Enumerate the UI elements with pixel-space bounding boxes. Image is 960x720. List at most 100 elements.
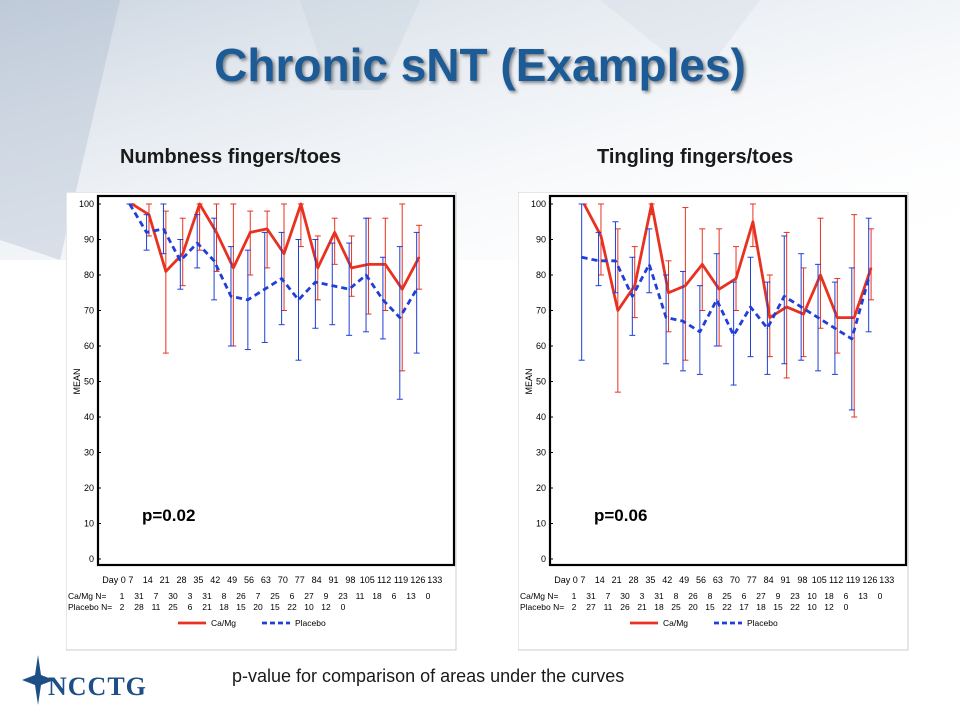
- data-point: [331, 284, 334, 287]
- x-tick-label: 49: [227, 575, 237, 585]
- n-table-cell: 2: [572, 602, 577, 612]
- data-point: [215, 231, 218, 234]
- n-table-cell: 6: [742, 591, 747, 601]
- data-point: [614, 260, 617, 262]
- data-point: [415, 288, 418, 290]
- n-table-cell: 18: [654, 602, 664, 612]
- data-point: [749, 306, 752, 308]
- n-table-cell: 12: [824, 602, 834, 612]
- y-tick-label: 80: [536, 270, 546, 280]
- data-point: [316, 267, 319, 269]
- data-point: [198, 203, 201, 205]
- n-table-cell: 3: [640, 591, 645, 601]
- n-table-cell: 9: [776, 591, 781, 601]
- x-tick-label: 14: [595, 575, 605, 585]
- data-point: [802, 313, 805, 315]
- n-table-cell: 31: [654, 591, 664, 601]
- plot-frame: [548, 194, 908, 567]
- y-tick-label: 50: [536, 377, 546, 387]
- legend-placebo-label: Placebo: [747, 618, 778, 628]
- x-tick-label: 63: [713, 575, 723, 585]
- data-point: [752, 220, 754, 223]
- data-point: [247, 299, 249, 301]
- x-tick-label: 21: [160, 575, 170, 585]
- data-point: [367, 263, 370, 266]
- data-point: [665, 316, 667, 319]
- data-point: [768, 316, 771, 319]
- data-point: [597, 260, 600, 262]
- y-axis-label: MEAN: [524, 368, 534, 394]
- chart-2-title: Tingling fingers/toes: [597, 146, 794, 168]
- x-tick-label: 35: [645, 575, 655, 585]
- n-table-cell: 11: [356, 591, 365, 601]
- x-tick-label: 42: [662, 575, 672, 585]
- data-point: [817, 316, 819, 319]
- data-point: [348, 288, 350, 290]
- n-table-cell: 0: [844, 602, 849, 612]
- n-table-cell: 22: [287, 602, 297, 612]
- data-point: [249, 231, 252, 234]
- n-table-cell: 8: [222, 591, 227, 601]
- y-tick-label: 70: [84, 306, 94, 316]
- n-table-cell: 10: [304, 602, 314, 612]
- n-table-cell: 23: [338, 591, 348, 601]
- x-tick-label: 84: [764, 575, 774, 585]
- n-table-cell: 15: [773, 602, 783, 612]
- data-point: [867, 277, 870, 280]
- data-point: [851, 338, 853, 340]
- n-table-cell: 18: [372, 591, 382, 601]
- data-point: [648, 263, 651, 266]
- x-tick-label: 56: [696, 575, 706, 585]
- data-point: [732, 334, 735, 337]
- n-table-cell: 26: [236, 591, 246, 601]
- n-table-cell: 17: [739, 602, 749, 612]
- x-tick-label: 35: [193, 575, 203, 585]
- y-tick-label: 10: [536, 519, 546, 529]
- n-table-cell: 31: [134, 591, 144, 601]
- data-point: [399, 316, 401, 319]
- x-tick-label: 28: [629, 575, 639, 585]
- n-table-cell: 18: [219, 602, 229, 612]
- n-table-cell: 6: [844, 591, 849, 601]
- y-tick-label: 70: [536, 306, 546, 316]
- data-point: [735, 277, 737, 280]
- data-point: [617, 309, 619, 312]
- n-table-cell: 23: [790, 591, 800, 601]
- y-axis-label: MEAN: [72, 368, 82, 394]
- n-table-cell: 6: [290, 591, 295, 601]
- y-tick-label: 90: [84, 235, 94, 245]
- data-point: [870, 267, 872, 269]
- data-point: [783, 295, 786, 298]
- data-point: [800, 306, 802, 308]
- n-table-cell: 3: [188, 591, 193, 601]
- data-point: [300, 203, 302, 205]
- n-table-cell: 2: [120, 602, 125, 612]
- slide-title: Chronic sNT (Examples): [214, 39, 746, 91]
- x-tick-label: 84: [312, 575, 322, 585]
- data-point: [718, 288, 720, 290]
- p-value-annotation: p=0.02: [142, 506, 195, 525]
- n-table-label-cam g: Ca/Mg N=: [68, 591, 107, 601]
- data-point: [836, 316, 839, 319]
- n-table-cell: 15: [236, 602, 246, 612]
- n-table-cell: 15: [270, 602, 280, 612]
- plot-frame: [96, 194, 456, 567]
- n-table-cell: 12: [321, 602, 331, 612]
- n-table-cell: 6: [188, 602, 193, 612]
- n-table-cell: 0: [426, 591, 431, 601]
- x-tick-label: Day 0: [554, 575, 578, 585]
- x-tick-label: 112: [377, 575, 391, 585]
- data-point: [266, 228, 268, 230]
- data-point: [280, 277, 283, 280]
- data-point: [179, 260, 182, 262]
- x-tick-label: 112: [829, 575, 843, 585]
- n-table-cell: 6: [392, 591, 397, 601]
- n-table-cell: 7: [256, 591, 261, 601]
- y-tick-label: 10: [84, 519, 94, 529]
- y-tick-label: 0: [89, 554, 94, 564]
- n-table-cell: 15: [705, 602, 715, 612]
- chart-panel: [518, 192, 909, 651]
- n-table-cell: 27: [586, 602, 596, 612]
- y-tick-label: 20: [536, 483, 546, 493]
